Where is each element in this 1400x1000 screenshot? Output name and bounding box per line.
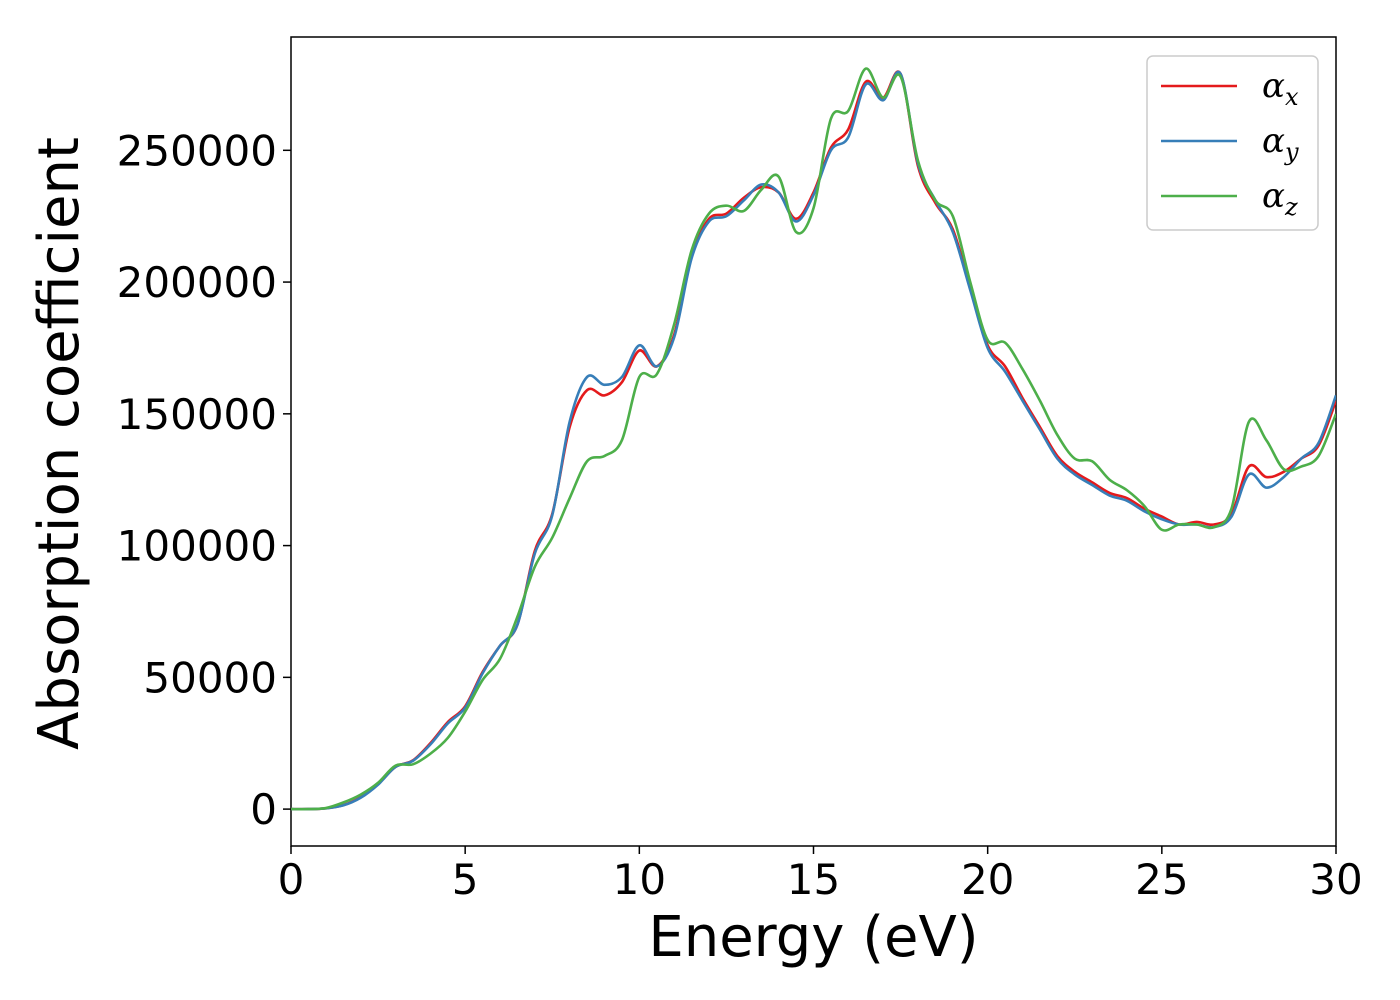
y-tick-label: 150000 (117, 390, 277, 439)
y-tick-label: 200000 (117, 258, 277, 307)
x-tick-label: 5 (452, 855, 479, 904)
y-tick-label: 50000 (143, 653, 277, 702)
series-line-alpha-y (291, 70, 1336, 811)
series-lines (291, 67, 1336, 811)
legend-label-symbol: α (1262, 121, 1285, 161)
x-tick-label: 0 (278, 855, 305, 904)
legend-label: αx (1262, 66, 1299, 111)
x-tick-label: 15 (787, 855, 840, 904)
y-tick-label: 100000 (117, 522, 277, 571)
legend-label-subscript: z (1284, 193, 1298, 221)
series-line-alpha-z (291, 67, 1336, 811)
legend-label: αy (1262, 121, 1299, 166)
y-axis-ticks: 0 50000 100000 150000 200000 250000 (117, 126, 291, 834)
legend-label-symbol: α (1262, 176, 1285, 216)
x-tick-label: 10 (613, 855, 666, 904)
x-tick-label: 30 (1309, 855, 1362, 904)
y-tick-label: 0 (250, 785, 277, 834)
x-axis-title: Energy (eV) (648, 905, 978, 970)
y-tick-label: 250000 (117, 126, 277, 175)
x-tick-label: 25 (1135, 855, 1188, 904)
x-axis-ticks: 0 5 10 15 20 25 30 (278, 846, 1363, 904)
legend-label-symbol: α (1262, 66, 1285, 106)
legend-label-subscript: y (1284, 138, 1299, 166)
y-axis-title: Absorption coefficient (27, 137, 92, 750)
legend-label: αz (1262, 176, 1298, 221)
legend-label-subscript: x (1285, 83, 1299, 111)
x-tick-label: 20 (961, 855, 1014, 904)
legend-box (1146, 55, 1319, 231)
